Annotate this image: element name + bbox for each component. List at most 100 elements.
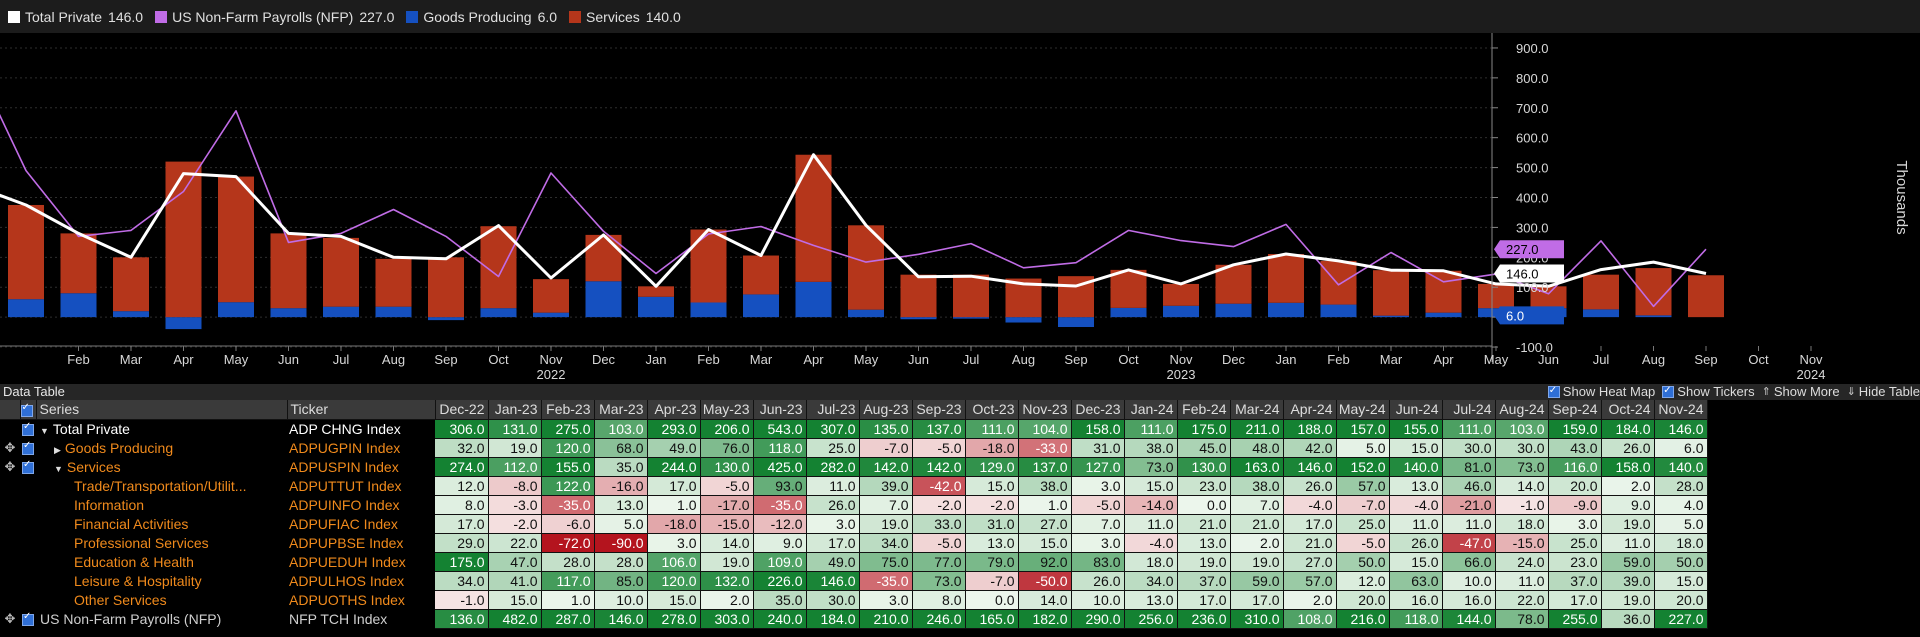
value-cell[interactable]: 28.0 bbox=[1654, 476, 1708, 496]
value-cell[interactable]: -7.0 bbox=[1336, 495, 1390, 515]
show-heat-map-toggle[interactable]: Show Heat Map bbox=[1547, 383, 1655, 400]
month-column-header[interactable]: Oct-24 bbox=[1601, 400, 1655, 420]
month-column-header[interactable]: Jun-24 bbox=[1389, 400, 1443, 420]
value-cell[interactable]: 24.0 bbox=[1495, 552, 1549, 572]
value-cell[interactable]: 282.0 bbox=[806, 457, 860, 477]
value-cell[interactable]: 104.0 bbox=[1018, 419, 1072, 439]
value-cell[interactable]: 135.0 bbox=[859, 419, 913, 439]
value-cell[interactable]: 5.0 bbox=[1654, 514, 1708, 534]
value-cell[interactable]: 10.0 bbox=[594, 590, 648, 610]
value-cell[interactable]: 5.0 bbox=[594, 514, 648, 534]
value-cell[interactable]: -5.0 bbox=[912, 533, 966, 553]
value-cell[interactable]: 66.0 bbox=[1442, 552, 1496, 572]
ticker-cell[interactable]: ADP CHNG Index bbox=[287, 419, 435, 438]
value-cell[interactable]: 111.0 bbox=[1442, 419, 1496, 439]
value-cell[interactable]: -5.0 bbox=[1336, 533, 1390, 553]
value-cell[interactable]: 306.0 bbox=[435, 419, 489, 439]
legend-item[interactable]: US Non-Farm Payrolls (NFP) 227.0 bbox=[155, 9, 394, 25]
value-cell[interactable]: 256.0 bbox=[1124, 609, 1178, 629]
table-row[interactable]: ✥ US Non-Farm Payrolls (NFP) NFP TCH Index… bbox=[0, 609, 1708, 629]
value-cell[interactable]: 303.0 bbox=[700, 609, 754, 629]
value-cell[interactable]: 85.0 bbox=[594, 571, 648, 591]
ticker-cell[interactable]: ADPUEDUH Index bbox=[287, 552, 435, 571]
value-cell[interactable]: 13.0 bbox=[1389, 476, 1443, 496]
value-cell[interactable]: 23.0 bbox=[1548, 552, 1602, 572]
value-cell[interactable]: 18.0 bbox=[1124, 552, 1178, 572]
value-cell[interactable]: 12.0 bbox=[1336, 571, 1390, 591]
value-cell[interactable]: 30.0 bbox=[1495, 438, 1549, 458]
value-cell[interactable]: -2.0 bbox=[965, 495, 1019, 515]
value-cell[interactable]: 63.0 bbox=[1389, 571, 1443, 591]
table-row[interactable]: Financial Activities ADPUFIAC Index 17.0 -2… bbox=[0, 514, 1708, 534]
row-move-handle[interactable]: ✥ bbox=[0, 609, 20, 628]
value-cell[interactable]: 3.0 bbox=[806, 514, 860, 534]
value-cell[interactable]: 132.0 bbox=[700, 571, 754, 591]
value-cell[interactable]: 118.0 bbox=[1389, 609, 1443, 629]
value-cell[interactable]: 211.0 bbox=[1230, 419, 1284, 439]
value-cell[interactable]: 131.0 bbox=[488, 419, 542, 439]
value-cell[interactable]: 146.0 bbox=[1283, 457, 1337, 477]
value-cell[interactable]: 81.0 bbox=[1442, 457, 1496, 477]
value-cell[interactable]: 30.0 bbox=[806, 590, 860, 610]
value-cell[interactable]: 50.0 bbox=[1336, 552, 1390, 572]
value-cell[interactable]: -1.0 bbox=[435, 590, 489, 610]
value-cell[interactable]: -17.0 bbox=[700, 495, 754, 515]
series-cell[interactable]: Information bbox=[36, 495, 287, 514]
value-cell[interactable]: -50.0 bbox=[1018, 571, 1072, 591]
show-more-button[interactable]: ⇑ Show More bbox=[1761, 384, 1840, 399]
value-cell[interactable]: 13.0 bbox=[1124, 590, 1178, 610]
value-cell[interactable]: 103.0 bbox=[1495, 419, 1549, 439]
series-cell[interactable]: ▶ Goods Producing bbox=[36, 438, 287, 457]
month-column-header[interactable]: Apr-24 bbox=[1283, 400, 1337, 420]
value-cell[interactable]: 41.0 bbox=[488, 571, 542, 591]
ticker-cell[interactable]: ADPUTTUT Index bbox=[287, 476, 435, 495]
value-cell[interactable]: 34.0 bbox=[435, 571, 489, 591]
month-column-header[interactable]: Dec-23 bbox=[1071, 400, 1125, 420]
value-cell[interactable]: 2.0 bbox=[1283, 590, 1337, 610]
value-cell[interactable]: 15.0 bbox=[1124, 476, 1178, 496]
value-cell[interactable]: 144.0 bbox=[1442, 609, 1496, 629]
value-cell[interactable]: 26.0 bbox=[1071, 571, 1125, 591]
value-cell[interactable]: 11.0 bbox=[1124, 514, 1178, 534]
value-cell[interactable]: 20.0 bbox=[1654, 590, 1708, 610]
value-cell[interactable]: 3.0 bbox=[1548, 514, 1602, 534]
value-cell[interactable]: 75.0 bbox=[859, 552, 913, 572]
value-cell[interactable]: 34.0 bbox=[859, 533, 913, 553]
value-cell[interactable]: 136.0 bbox=[435, 609, 489, 629]
value-cell[interactable]: 12.0 bbox=[435, 476, 489, 496]
chart-plot[interactable]: -100.00.0100.0200.0300.0400.0500.0600.07… bbox=[0, 33, 1920, 384]
month-column-header[interactable]: Aug-23 bbox=[859, 400, 913, 420]
value-cell[interactable]: 79.0 bbox=[965, 552, 1019, 572]
value-cell[interactable]: 175.0 bbox=[435, 552, 489, 572]
value-cell[interactable]: 122.0 bbox=[541, 476, 595, 496]
series-column-header[interactable]: Series bbox=[36, 400, 288, 420]
value-cell[interactable]: -5.0 bbox=[912, 438, 966, 458]
ticker-cell[interactable]: ADPUPBSE Index bbox=[287, 533, 435, 552]
value-cell[interactable]: 137.0 bbox=[912, 419, 966, 439]
value-cell[interactable]: 37.0 bbox=[1177, 571, 1231, 591]
month-column-header[interactable]: May-24 bbox=[1336, 400, 1390, 420]
series-cell[interactable]: Other Services bbox=[36, 590, 287, 609]
value-cell[interactable]: 155.0 bbox=[541, 457, 595, 477]
value-cell[interactable]: 210.0 bbox=[859, 609, 913, 629]
value-cell[interactable]: 13.0 bbox=[965, 533, 1019, 553]
value-cell[interactable]: 57.0 bbox=[1336, 476, 1390, 496]
value-cell[interactable]: 22.0 bbox=[488, 533, 542, 553]
value-cell[interactable]: 182.0 bbox=[1018, 609, 1072, 629]
month-column-header[interactable]: Jul-23 bbox=[806, 400, 860, 420]
value-cell[interactable]: 1.0 bbox=[647, 495, 701, 515]
value-cell[interactable]: 45.0 bbox=[1177, 438, 1231, 458]
value-cell[interactable]: 127.0 bbox=[1071, 457, 1125, 477]
table-row[interactable]: Leisure & Hospitality ADPULHOS Index 34.0 4… bbox=[0, 571, 1708, 591]
value-cell[interactable]: 39.0 bbox=[1601, 571, 1655, 591]
value-cell[interactable]: -90.0 bbox=[594, 533, 648, 553]
value-cell[interactable]: 146.0 bbox=[594, 609, 648, 629]
value-cell[interactable]: 111.0 bbox=[1124, 419, 1178, 439]
value-cell[interactable]: 146.0 bbox=[1654, 419, 1708, 439]
value-cell[interactable]: 22.0 bbox=[1495, 590, 1549, 610]
value-cell[interactable]: 1.0 bbox=[1018, 495, 1072, 515]
value-cell[interactable]: 21.0 bbox=[1230, 514, 1284, 534]
value-cell[interactable]: 246.0 bbox=[912, 609, 966, 629]
